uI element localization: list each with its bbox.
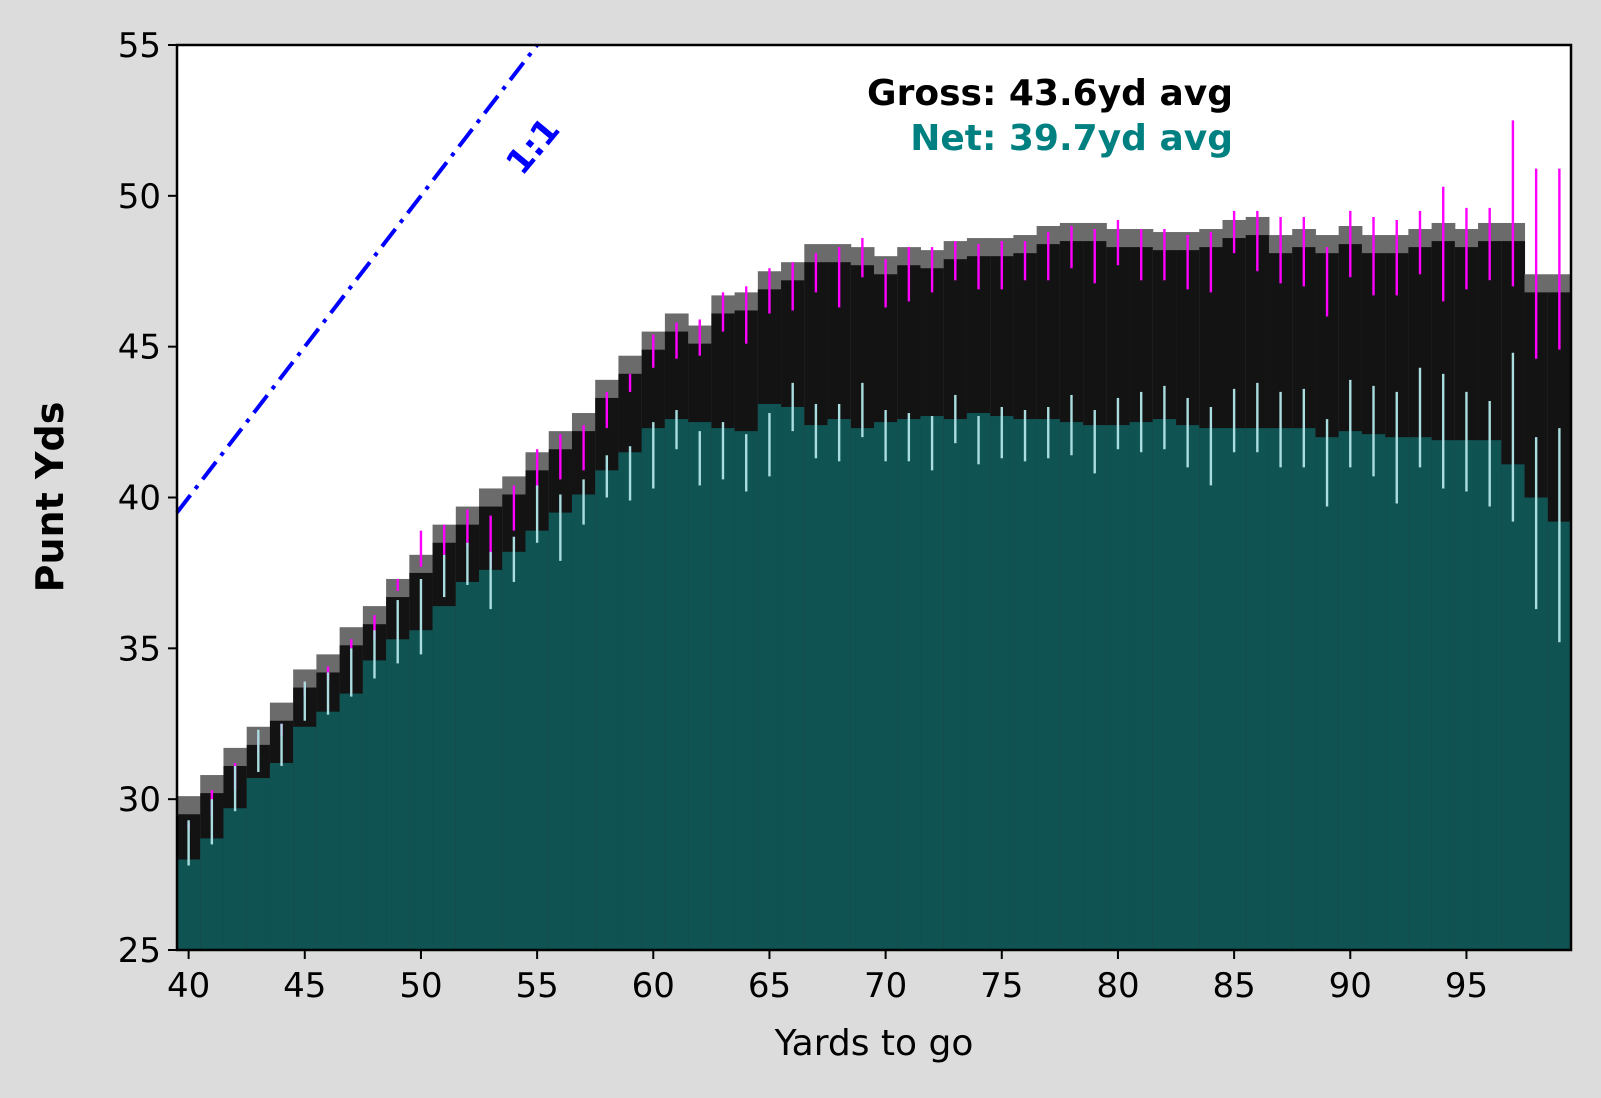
net-bar	[409, 630, 434, 950]
x-tick-label: 80	[1096, 966, 1139, 1006]
net-bar	[432, 606, 457, 950]
net-bar	[897, 419, 921, 951]
net-bar	[641, 428, 666, 950]
net-bar	[571, 494, 596, 950]
net-bar	[1385, 437, 1409, 951]
net-bar	[339, 693, 364, 950]
net-bar	[1338, 431, 1363, 951]
net-bar	[177, 859, 201, 950]
x-tick-label: 55	[515, 966, 558, 1006]
net-bar	[827, 419, 852, 951]
x-tick-label: 45	[283, 966, 326, 1006]
net-bar	[688, 422, 712, 950]
y-tick-label: 30	[118, 780, 161, 820]
net-bar	[1408, 437, 1433, 951]
net-bar	[711, 428, 736, 950]
net-bar	[293, 726, 317, 950]
net-bar	[1524, 497, 1549, 950]
net-bar	[1083, 425, 1107, 951]
y-tick-label: 50	[118, 177, 161, 217]
net-bar	[664, 419, 689, 951]
net-bar	[1431, 440, 1456, 950]
x-tick-label: 90	[1329, 966, 1372, 1006]
gross-annotation: Gross: 43.6yd avg	[867, 73, 1233, 114]
net-bar	[1478, 440, 1502, 950]
net-bar	[1315, 437, 1340, 951]
net-bar	[1245, 428, 1270, 950]
x-tick-label: 95	[1445, 966, 1488, 1006]
net-bar	[455, 581, 480, 950]
net-bar	[1268, 428, 1293, 950]
net-bar	[316, 711, 341, 950]
net-bar	[874, 422, 898, 950]
net-bar	[200, 838, 224, 950]
net-bar	[246, 778, 271, 950]
net-bar	[850, 428, 875, 950]
ticks-layer: 40 45 50 55 60 65 70 75 80 85 90 95 25 30 35 40 45 50 55	[118, 26, 1488, 1006]
net-bar	[966, 413, 991, 950]
net-bar	[990, 416, 1014, 950]
net-bar	[1292, 428, 1316, 950]
net-bar	[223, 808, 248, 950]
net-bar	[386, 639, 410, 950]
x-tick-label: 75	[980, 966, 1023, 1006]
y-axis-title: Punt Yds	[28, 402, 72, 593]
net-bar	[920, 416, 945, 950]
reference-line-1to1	[175, 43, 539, 514]
net-bar	[1454, 440, 1479, 950]
net-bar	[757, 403, 782, 950]
net-bar	[1036, 419, 1061, 951]
net-bar	[502, 551, 526, 950]
error-bars-layer	[187, 120, 1561, 866]
y-tick-label: 25	[118, 931, 161, 971]
net-bar	[781, 407, 805, 950]
net-bar	[1059, 422, 1084, 950]
net-bar	[362, 660, 387, 950]
y-tick-label: 45	[118, 328, 161, 368]
net-bar	[618, 452, 643, 950]
net-bar	[479, 569, 503, 950]
net-bar	[943, 419, 968, 951]
x-tick-label: 85	[1212, 966, 1255, 1006]
y-tick-label: 40	[118, 479, 161, 519]
net-bar	[269, 762, 294, 950]
net-bar	[734, 431, 759, 951]
net-bar	[804, 425, 829, 951]
net-bar	[1013, 419, 1038, 951]
net-bar	[1199, 428, 1223, 950]
net-bar	[1547, 521, 1572, 950]
net-bar	[1501, 464, 1526, 950]
x-tick-label: 70	[864, 966, 907, 1006]
net-bar	[1106, 425, 1131, 951]
y-tick-label: 35	[118, 629, 161, 669]
net-bar	[1176, 425, 1200, 951]
x-tick-label: 60	[632, 966, 675, 1006]
net-bar	[1152, 419, 1177, 951]
y-tick-label: 55	[118, 26, 161, 66]
net-bar	[1222, 428, 1247, 950]
net-bar	[595, 470, 619, 950]
bars-layer	[177, 216, 1572, 951]
net-bar	[525, 530, 550, 950]
net-annotation: Net: 39.7yd avg	[910, 118, 1233, 159]
net-bar	[548, 512, 573, 950]
net-bar	[1361, 434, 1386, 950]
x-axis-title: Yards to go	[774, 1023, 974, 1064]
x-tick-label: 65	[748, 966, 791, 1006]
x-tick-label: 40	[167, 966, 210, 1006]
net-bar	[1129, 422, 1154, 950]
x-tick-label: 50	[399, 966, 442, 1006]
